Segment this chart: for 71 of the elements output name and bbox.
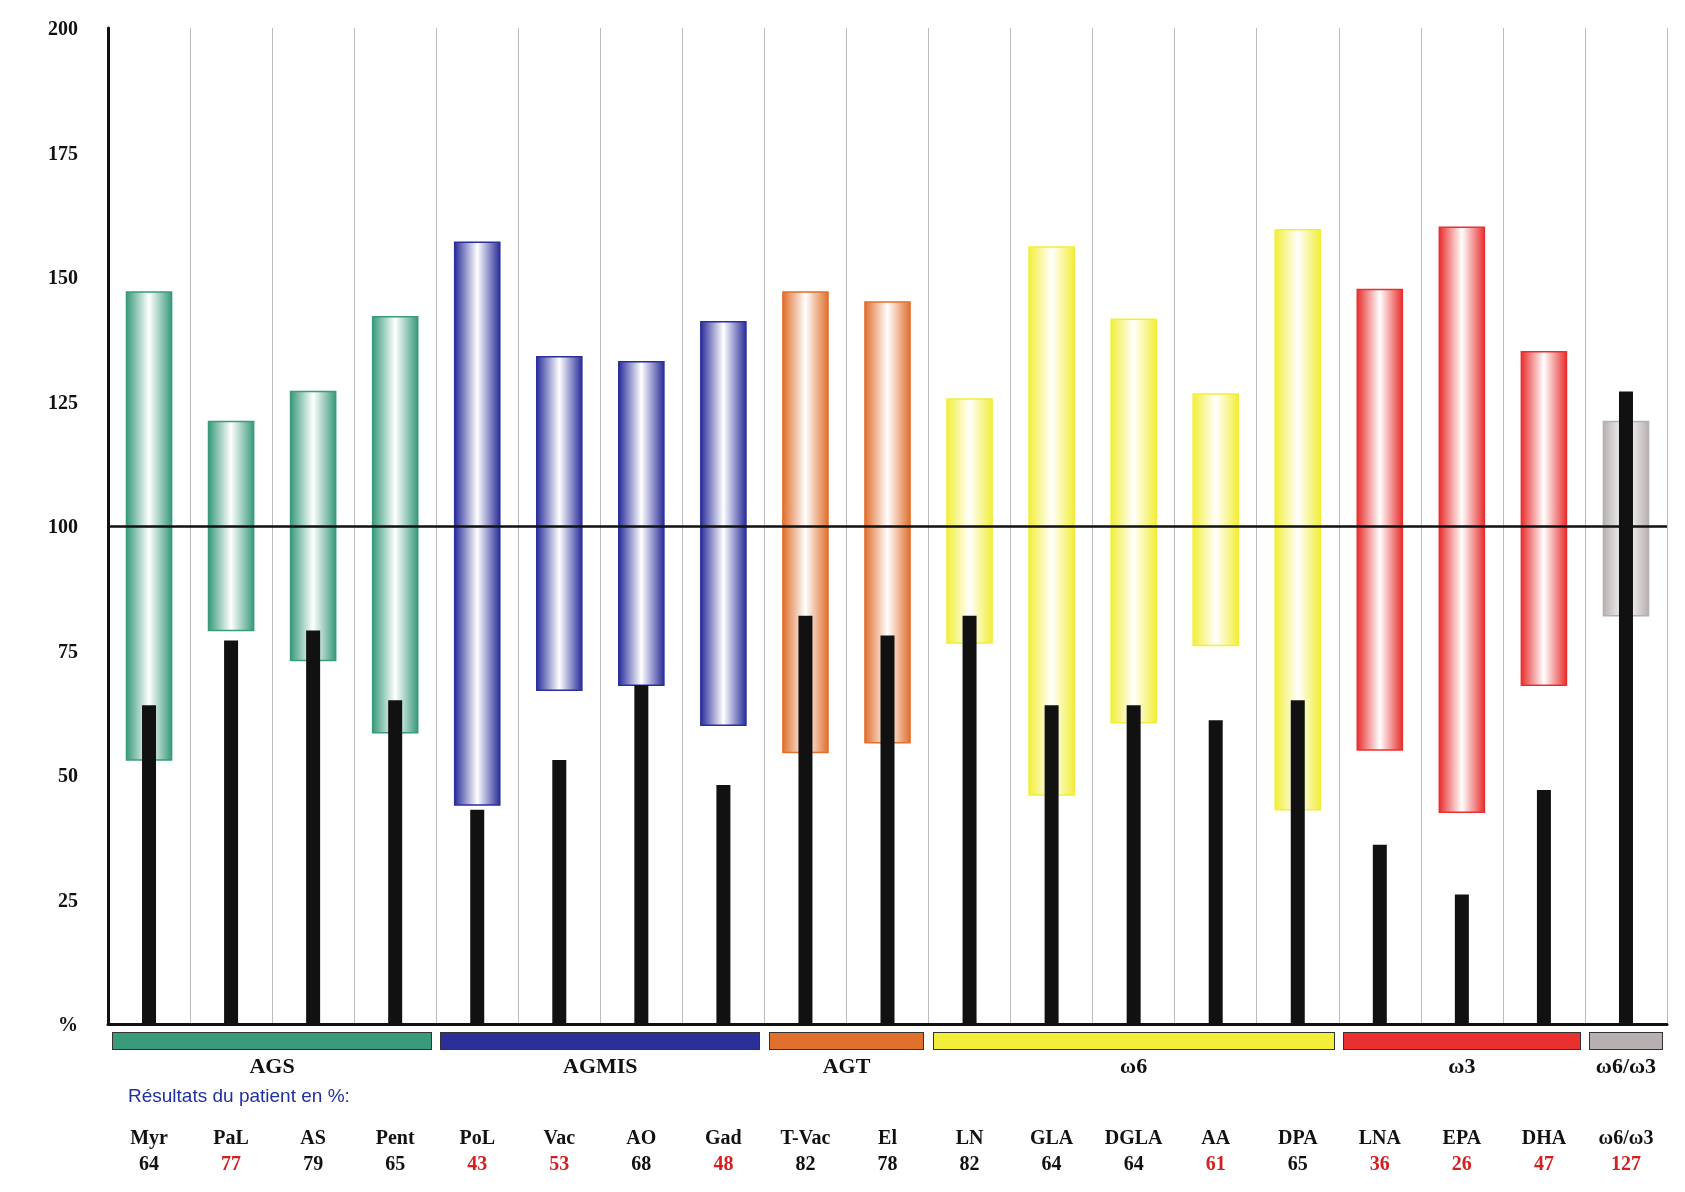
y-tick-label: %	[58, 1013, 78, 1035]
bar	[125, 291, 173, 761]
bar	[1192, 393, 1240, 647]
y-tick-label: 175	[48, 141, 78, 164]
text: ω3	[1448, 1052, 1476, 1078]
y-tick-label: 75	[58, 639, 78, 662]
data-label: 64	[1123, 1152, 1144, 1174]
bar	[1028, 246, 1075, 796]
x-tick-label: DHA	[1521, 1126, 1567, 1148]
bar	[782, 291, 829, 754]
text: AGS	[249, 1052, 295, 1078]
data-label: 68	[631, 1152, 652, 1174]
data-label: 47	[1533, 1152, 1554, 1174]
text: ω6/ω3	[1595, 1052, 1657, 1078]
y-tick-label: 100	[48, 515, 78, 537]
x-tick-label: T-Vac	[780, 1126, 831, 1148]
y-tick-label: 150	[48, 266, 78, 288]
text: AGT	[822, 1052, 871, 1078]
bar	[207, 420, 255, 632]
bar	[1274, 228, 1322, 811]
bar	[371, 316, 419, 734]
x-tick-label: AO	[626, 1126, 657, 1148]
data-label: 61	[1205, 1152, 1226, 1174]
data-label: 64	[1041, 1152, 1062, 1174]
bar	[1110, 318, 1157, 724]
data-label: 36	[1369, 1152, 1390, 1174]
data-label: 127	[1610, 1152, 1641, 1174]
x-tick-label: LN	[955, 1126, 984, 1148]
bar	[1438, 226, 1486, 814]
x-tick-label: ω6/ω3	[1598, 1126, 1654, 1148]
data-label: 65	[385, 1152, 406, 1174]
x-tick-label: PaL	[213, 1126, 249, 1148]
x-tick-label: Pent	[375, 1126, 415, 1148]
bar	[453, 241, 501, 806]
x-tick-label: DGLA	[1104, 1126, 1164, 1148]
bar	[618, 360, 665, 687]
data-label: 43	[467, 1152, 488, 1174]
x-tick-label: Gad	[705, 1126, 742, 1148]
text: AGMIS	[563, 1052, 638, 1078]
x-tick-label: Vac	[543, 1126, 576, 1148]
bar	[946, 398, 993, 644]
x-tick-label: LNA	[1358, 1126, 1402, 1148]
x-tick-label: Myr	[130, 1126, 169, 1149]
x-tick-label: EPA	[1442, 1126, 1482, 1148]
x-tick-label: DPA	[1277, 1126, 1319, 1148]
data-label: 65	[1287, 1152, 1308, 1174]
x-tick-label: PoL	[459, 1126, 496, 1148]
text: Résultats du patient en %:	[128, 1085, 350, 1106]
y-tick-label: 125	[48, 390, 78, 413]
x-tick-label: AA	[1201, 1126, 1231, 1148]
data-label: 26	[1451, 1152, 1472, 1174]
x-tick-label: AS	[300, 1126, 326, 1148]
data-label: 82	[795, 1152, 816, 1174]
data-label: 79	[303, 1152, 324, 1174]
y-tick-label: 25	[58, 888, 78, 911]
data-label: 64	[139, 1152, 160, 1174]
bar	[535, 355, 583, 692]
data-label: 82	[959, 1152, 980, 1174]
x-tick-label: GLA	[1029, 1126, 1074, 1148]
bar	[1356, 288, 1404, 751]
x-tick-label: El	[878, 1126, 898, 1148]
y-tick-label: 50	[58, 764, 78, 786]
data-label: 53	[549, 1152, 570, 1174]
bar	[700, 321, 747, 726]
data-label: 48	[713, 1152, 734, 1174]
data-label: 78	[877, 1152, 898, 1174]
y-tick-label: 200	[48, 17, 78, 39]
data-label: 77	[221, 1152, 242, 1174]
bar	[289, 390, 337, 662]
bar	[1520, 350, 1568, 687]
text: ω6	[1120, 1052, 1148, 1078]
